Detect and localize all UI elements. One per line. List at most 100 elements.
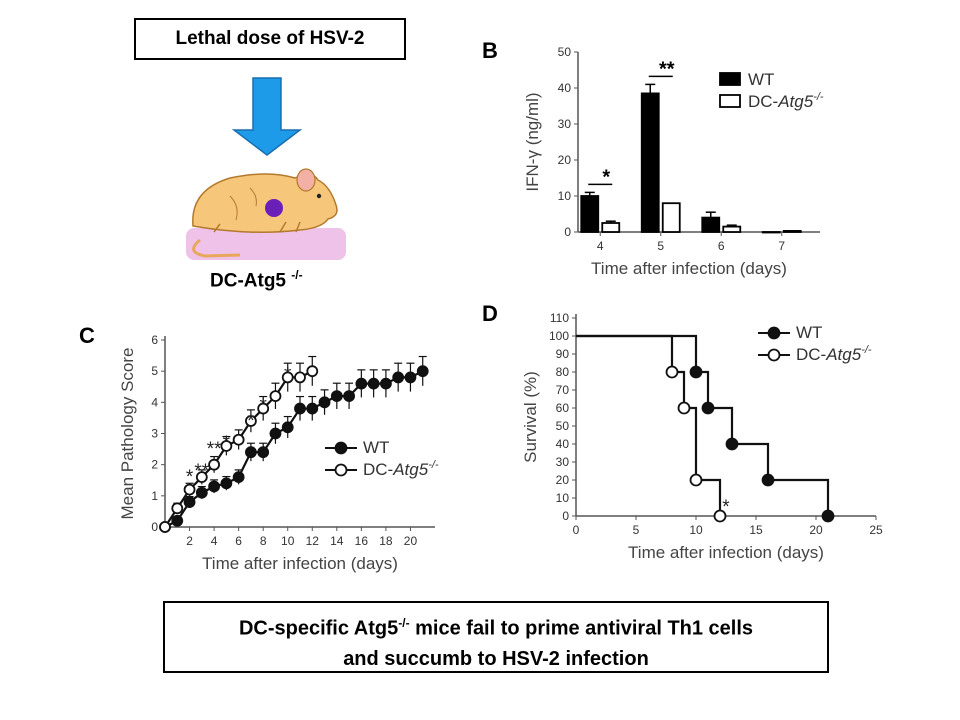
d-point-dc-atg5 <box>665 365 679 379</box>
c-x-tick-label: 16 <box>355 534 369 548</box>
d-point-wt <box>821 509 835 523</box>
c-point-wt <box>220 477 233 490</box>
b-bar-wt-day-7 <box>761 231 781 234</box>
lethal-dose-text: Lethal dose of HSV-2 <box>175 28 365 49</box>
d-y-tick-label: 0 <box>562 509 569 523</box>
c-point-dc-atg5 <box>183 483 196 496</box>
c-point-dc-atg5 <box>257 402 270 415</box>
c-point-dc-atg5 <box>159 521 171 533</box>
c-y-tick-label: 0 <box>151 520 158 534</box>
caption-line-1: DC-specific Atg5-/- mice fail to prime a… <box>165 608 827 644</box>
c-y-tick-label: 1 <box>151 489 158 503</box>
caption-line-2: and succumb to HSV-2 infection <box>343 647 649 670</box>
caption-line1-sup: -/- <box>398 616 410 630</box>
c-x-tick-label: 14 <box>330 534 344 548</box>
d-y-tick-label: 80 <box>556 365 570 379</box>
c-x-tick-label: 12 <box>306 534 320 548</box>
chart-d-survival: D 0 10 20 30 40 50 60 70 80 90 100 110 0 5 10 15 20 25 Sur… <box>482 301 883 562</box>
c-point-wt <box>257 446 270 459</box>
panel-letter-c: C <box>79 323 95 348</box>
b-bar-wt-day-5 <box>640 92 660 233</box>
mouse-genotype-label: DC-Atg5 -/- <box>210 268 303 292</box>
b-significance-mark: ** <box>659 58 675 80</box>
d-point-dc-atg5 <box>713 509 727 523</box>
b-bar-wt-day-6 <box>701 216 721 233</box>
b-y-tick-label: 30 <box>558 117 572 131</box>
d-y-tick-label: 10 <box>556 491 570 505</box>
c-point-wt <box>318 396 331 409</box>
caption-line1-post: mice fail to prime antiviral Th1 cells <box>409 617 754 640</box>
c-x-tick-label: 20 <box>404 534 418 548</box>
b-y-tick-label: 0 <box>564 225 571 239</box>
c-significance-mark: * <box>259 395 267 416</box>
b-bar-dc-atg5-day-7 <box>782 230 802 233</box>
d-x-tick-label: 5 <box>633 523 640 537</box>
c-point-dc-atg5 <box>171 502 184 515</box>
c-point-wt <box>404 371 417 384</box>
b-y-tick-label: 40 <box>558 81 572 95</box>
d-point-dc-atg5 <box>677 401 691 415</box>
c-point-wt <box>392 371 405 384</box>
d-legend-marker-0 <box>767 326 781 340</box>
d-x-tick-label: 25 <box>869 523 883 537</box>
d-x-tick-label: 15 <box>749 523 763 537</box>
d-y-tick-label: 110 <box>550 311 569 325</box>
panel-letter-b: B <box>482 38 498 63</box>
c-point-wt <box>343 390 355 402</box>
d-legend-label-0: WT <box>796 323 822 342</box>
b-legend-label-1: DC-Atg5-/- <box>748 91 824 111</box>
d-significance-mark: * <box>722 497 730 518</box>
c-significance-mark: * <box>284 364 292 385</box>
down-arrow-icon <box>231 77 303 156</box>
c-y-tick-label: 6 <box>151 333 158 347</box>
d-y-tick-label: 30 <box>556 455 570 469</box>
panel-letter-d: D <box>482 301 498 326</box>
d-y-tick-label: 50 <box>556 419 570 433</box>
c-point-wt <box>330 390 343 402</box>
d-point-wt <box>689 365 703 379</box>
c-point-dc-atg5 <box>294 371 306 384</box>
c-point-wt <box>294 402 306 415</box>
b-bar-dc-atg5-day-4 <box>601 222 621 233</box>
b-legend-swatch-0 <box>719 72 741 86</box>
d-x-tick-label: 0 <box>573 523 580 537</box>
d-x-tick-label: 10 <box>689 523 703 537</box>
c-point-wt <box>380 377 392 390</box>
d-point-wt <box>725 437 739 451</box>
c-point-dc-atg5 <box>245 415 257 427</box>
c-legend-label-1: DC-Atg5-/- <box>363 459 439 479</box>
c-point-wt <box>183 496 196 508</box>
d-legend-marker-1 <box>767 348 781 362</box>
d-point-wt <box>761 473 775 487</box>
lethal-dose-box: Lethal dose of HSV-2 <box>134 18 406 60</box>
c-significance-mark: ** <box>194 461 209 482</box>
c-point-wt <box>195 486 208 499</box>
b-bar-wt-day-4 <box>580 195 600 233</box>
c-y-tick-label: 4 <box>151 395 158 409</box>
c-point-wt <box>232 471 245 484</box>
c-x-tick-label: 6 <box>235 534 242 548</box>
c-y-axis-title: Mean Pathology Score <box>118 348 137 520</box>
c-point-wt <box>355 377 368 390</box>
c-x-tick-label: 8 <box>260 534 267 548</box>
c-point-wt <box>367 377 380 390</box>
c-point-dc-atg5 <box>306 365 319 378</box>
c-legend-label-0: WT <box>363 438 389 457</box>
caption-line1-pre: DC-specific Atg5 <box>238 617 399 640</box>
mouse-label-sup: -/- <box>291 268 303 282</box>
d-y-tick-label: 90 <box>556 347 570 361</box>
c-point-wt <box>245 446 257 459</box>
c-point-wt <box>281 421 294 434</box>
c-significance-mark: * <box>247 411 255 432</box>
b-legend-label-0: WT <box>748 70 774 89</box>
c-point-wt <box>416 365 429 378</box>
c-point-dc-atg5 <box>220 440 233 452</box>
caption-box: DC-specific Atg5-/- mice fail to prime a… <box>163 601 829 673</box>
c-point-dc-atg5 <box>195 471 208 484</box>
d-series-line-dc-atg5 <box>576 334 722 516</box>
d-y-tick-label: 20 <box>556 473 570 487</box>
d-x-tick-label: 20 <box>809 523 823 537</box>
